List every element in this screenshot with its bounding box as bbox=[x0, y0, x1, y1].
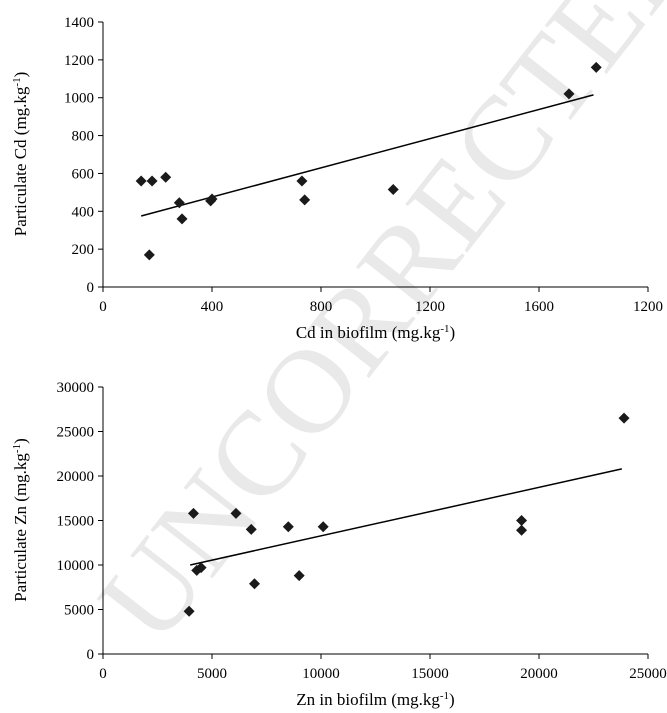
data-point bbox=[176, 213, 188, 225]
x-tick-label: 1600 bbox=[524, 299, 554, 315]
x-tick-label: 0 bbox=[99, 666, 107, 682]
y-tick-label: 600 bbox=[72, 166, 95, 182]
y-tick-label: 15000 bbox=[57, 514, 95, 530]
data-point bbox=[230, 507, 242, 519]
x-tick-label: 1200 bbox=[633, 299, 663, 315]
data-point bbox=[206, 193, 218, 205]
x-tick-label: 800 bbox=[310, 299, 333, 315]
y-tick-label: 400 bbox=[72, 204, 95, 220]
data-point bbox=[195, 562, 207, 574]
data-point bbox=[187, 507, 199, 519]
x-tick-label: 15000 bbox=[411, 666, 449, 682]
y-tick-label: 0 bbox=[87, 280, 95, 296]
data-point bbox=[516, 524, 528, 536]
y-axis-label: Particulate Cd (mg.kg-1) bbox=[11, 72, 30, 237]
data-point bbox=[299, 194, 311, 206]
trendline bbox=[140, 94, 594, 217]
y-tick-label: 10000 bbox=[57, 558, 95, 574]
data-point bbox=[516, 515, 528, 526]
data-point bbox=[160, 171, 172, 183]
x-tick-label: 20000 bbox=[520, 666, 558, 682]
y-tick-label: 800 bbox=[72, 129, 95, 145]
y-tick-label: 1000 bbox=[64, 91, 94, 107]
y-tick-label: 1200 bbox=[64, 53, 94, 69]
data-point bbox=[387, 184, 399, 196]
y-tick-label: 25000 bbox=[57, 425, 95, 441]
data-point bbox=[618, 412, 630, 424]
data-point bbox=[146, 175, 158, 187]
y-tick-label: 30000 bbox=[57, 380, 95, 396]
y-tick-label: 5000 bbox=[64, 603, 94, 619]
x-axis-label: Zn in biofilm (mg.kg-1) bbox=[296, 690, 454, 709]
x-tick-label: 1200 bbox=[415, 299, 445, 315]
data-point bbox=[249, 578, 261, 590]
data-point bbox=[143, 249, 155, 261]
trendline bbox=[190, 468, 623, 566]
x-tick-label: 10000 bbox=[302, 666, 340, 682]
data-point bbox=[296, 175, 308, 187]
chart-cd: 0 200 400 600 800 1000 1200 1400 0 400 800 1200 1600… bbox=[11, 15, 663, 342]
data-point bbox=[317, 521, 329, 533]
y-tick-label: 1400 bbox=[64, 15, 94, 31]
data-point bbox=[245, 523, 257, 535]
data-point bbox=[183, 605, 195, 617]
x-axis-label: Cd in biofilm (mg.kg-1) bbox=[296, 323, 455, 342]
y-tick-label: 0 bbox=[87, 647, 95, 663]
x-tick-label: 25000 bbox=[629, 666, 667, 682]
data-point bbox=[173, 197, 185, 209]
data-point bbox=[191, 564, 203, 576]
y-tick-label: 200 bbox=[72, 242, 95, 258]
y-axis-label: Particulate Zn (mg.kg-1) bbox=[11, 438, 30, 602]
data-point bbox=[282, 521, 294, 533]
data-point bbox=[135, 175, 147, 187]
data-point bbox=[590, 61, 602, 73]
y-tick-label: 20000 bbox=[57, 469, 95, 485]
data-point bbox=[563, 88, 575, 100]
data-point bbox=[293, 570, 305, 582]
chart-zn: 0 5000 10000 15000 20000 25000 30000 0 5000 10000… bbox=[11, 380, 667, 709]
x-tick-label: 0 bbox=[99, 299, 107, 315]
x-tick-label: 400 bbox=[201, 299, 224, 315]
x-tick-label: 5000 bbox=[197, 666, 227, 682]
